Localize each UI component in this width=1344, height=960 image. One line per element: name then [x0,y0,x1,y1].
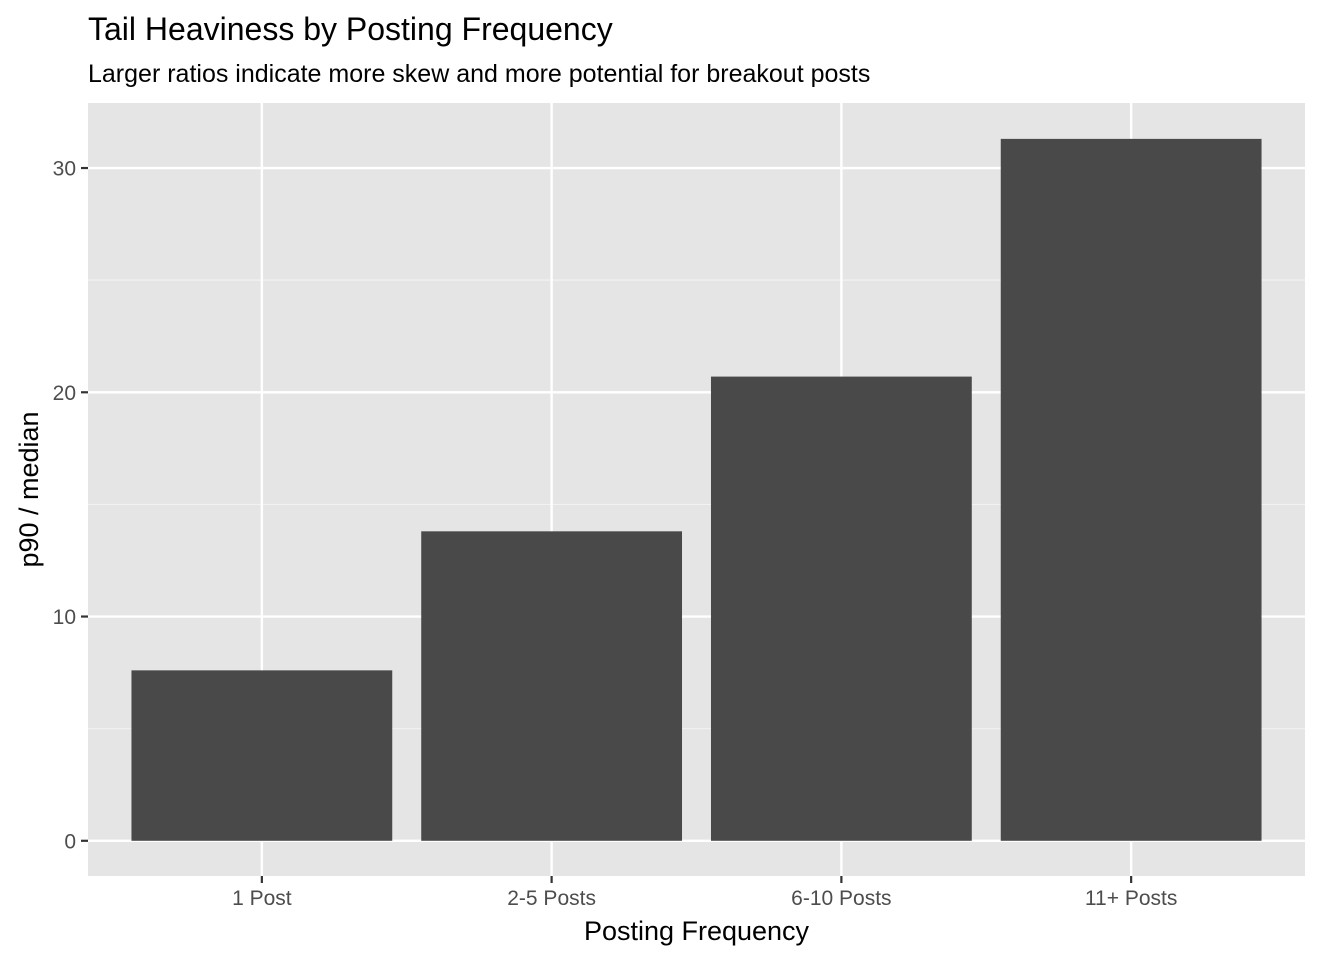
x-axis-title: Posting Frequency [584,916,810,946]
x-tick-label: 11+ Posts [1085,887,1177,910]
y-axis: 0 10 20 30 [53,158,88,853]
bar [131,670,393,841]
chart-subtitle: Larger ratios indicate more skew and mor… [88,60,870,88]
x-axis: 1 Post 2-5 Posts 6-10 Posts 11+ Posts [232,876,1177,910]
bar [710,376,972,841]
bar [1000,138,1262,841]
y-tick-label: 30 [53,158,76,181]
bars [131,138,1262,841]
y-tick-label: 20 [53,382,76,405]
x-tick-label: 1 Post [232,887,292,910]
chart-title: Tail Heaviness by Posting Frequency [88,11,613,47]
y-tick-label: 10 [53,606,76,629]
y-tick-label: 0 [64,830,76,853]
x-tick-label: 6-10 Posts [791,887,891,910]
bar [421,531,683,841]
x-tick-label: 2-5 Posts [507,887,596,910]
y-axis-title: p90 / median [14,411,44,567]
